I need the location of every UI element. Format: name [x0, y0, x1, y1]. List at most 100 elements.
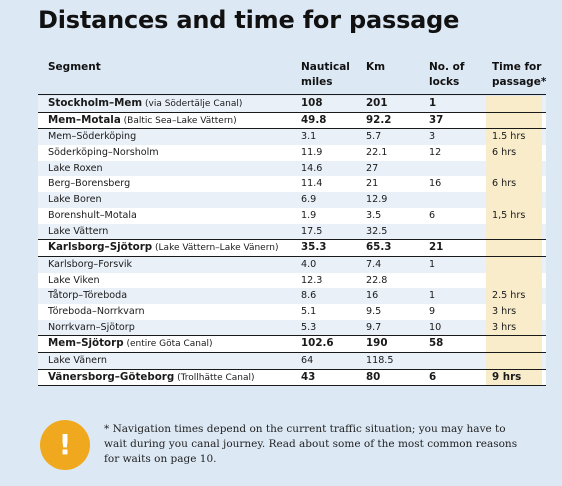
table-row: Lake Boren 6.9 12.9	[38, 192, 546, 208]
time-cell: 2.5 hrs	[486, 288, 542, 304]
table-row: Mem–Söderköping 3.1 5.7 3 1.5 hrs	[38, 129, 546, 146]
nautical-miles-cell: 11.9	[301, 147, 323, 159]
segment-cell: Stockholm–Mem (via Södertälje Canal)	[48, 96, 242, 113]
km-cell: 92.2	[366, 113, 392, 126]
nautical-miles-cell: 4.0	[301, 258, 317, 270]
locks-cell: 37	[429, 113, 444, 126]
header-locks: No. of locks	[429, 61, 465, 88]
segment-cell: Mem–Sjötorp (entire Göta Canal)	[48, 336, 213, 353]
segment-cell: Söderköping–Norsholm	[48, 145, 159, 161]
segment-cell: Vänersborg–Göteborg (Trollhätte Canal)	[48, 370, 255, 387]
segment-name: Mem–Motala	[48, 113, 121, 126]
nautical-miles-cell: 6.9	[301, 194, 317, 206]
table-row: Berg–Borensberg 11.4 21 16 6 hrs	[38, 176, 546, 193]
time-cell: 6 hrs	[486, 176, 542, 193]
nautical-miles-cell: 49.8	[301, 113, 327, 126]
header-km: Km	[366, 61, 386, 73]
segment-cell: Lake Viken	[48, 273, 100, 289]
time-cell: 1.5 hrs	[486, 129, 542, 146]
segment-cell: Lake Vänern	[48, 353, 107, 369]
km-cell: 118.5	[366, 355, 394, 366]
locks-cell: 21	[429, 241, 444, 254]
time-cell	[486, 240, 542, 256]
segment-cell: Lake Boren	[48, 192, 102, 208]
segment-cell: Karlsborg–Forsvik	[48, 257, 132, 273]
time-cell: 3 hrs	[486, 319, 542, 336]
time-cell: 3 hrs	[486, 303, 542, 320]
segment-cell: Karlsborg–Sjötorp (Lake Vättern–Lake Vän…	[48, 240, 278, 257]
segment-name: Tåtorp–Töreboda	[48, 290, 128, 302]
time-cell	[486, 272, 542, 289]
nautical-miles-cell: 11.4	[301, 178, 323, 190]
table-row: Norrkvarn–Sjötorp 5.3 9.7 10 3 hrs	[38, 319, 546, 337]
km-cell: 5.7	[366, 131, 382, 143]
time-cell	[486, 223, 542, 240]
table-row: Lake Vättern 17.5 32.5	[38, 223, 546, 241]
segment-name: Lake Viken	[48, 274, 100, 286]
time-cell: 9 hrs	[486, 369, 542, 386]
segment-cell: Norrkvarn–Sjötorp	[48, 320, 135, 336]
locks-cell: 16	[429, 178, 442, 190]
segment-cell: Mem–Söderköping	[48, 129, 136, 145]
nautical-miles-cell: 5.1	[301, 305, 317, 317]
time-cell	[486, 96, 542, 112]
table-row: Lake Vänern 64 118.5	[38, 353, 546, 370]
header-divider	[38, 94, 546, 95]
km-cell: 12.9	[366, 194, 388, 206]
km-cell: 21	[366, 178, 379, 190]
time-cell	[486, 112, 542, 129]
segment-name: Mem–Sjötorp	[48, 337, 124, 350]
segment-name: Lake Vättern	[48, 225, 109, 237]
segment-cell: Tåtorp–Töreboda	[48, 288, 127, 304]
page-title: Distances and time for passage	[38, 6, 460, 34]
nautical-miles-cell: 14.6	[301, 162, 323, 174]
nautical-miles-cell: 17.5	[301, 225, 323, 237]
segment-note: (Lake Vättern–Lake Vänern)	[152, 243, 279, 254]
km-cell: 9.7	[366, 321, 382, 333]
table-row: Tåtorp–Töreboda 8.6 16 1 2.5 hrs	[38, 288, 546, 304]
segment-cell: Lake Vättern	[48, 224, 108, 240]
locks-cell: 1	[429, 258, 436, 270]
km-cell: 9.5	[366, 305, 382, 317]
table-row: Töreboda–Norrkvarn 5.1 9.5 9 3 hrs	[38, 303, 546, 320]
locks-cell: 1	[429, 97, 437, 109]
km-cell: 22.1	[366, 147, 388, 159]
nautical-miles-cell: 8.6	[301, 290, 317, 302]
time-cell	[486, 160, 542, 177]
locks-cell: 6	[429, 370, 437, 383]
segment-name: Karlsborg–Sjötorp	[48, 241, 153, 254]
segment-cell: Lake Roxen	[48, 161, 103, 177]
segment-name: Lake Roxen	[48, 162, 103, 174]
nautical-miles-cell: 43	[301, 370, 316, 383]
table-row: Söderköping–Norsholm 11.9 22.1 12 6 hrs	[38, 145, 546, 161]
table-row: Mem–Motala (Baltic Sea–Lake Vättern) 49.8…	[38, 112, 546, 130]
segment-name: Söderköping–Norsholm	[48, 147, 159, 159]
segment-cell: Berg–Borensberg	[48, 176, 130, 192]
nautical-miles-cell: 35.3	[301, 241, 327, 254]
time-cell	[486, 353, 542, 369]
table-body: Stockholm–Mem (via Södertälje Canal) 108 2…	[38, 96, 546, 387]
table-row: Borenshult–Motala 1.9 3.5 6 1,5 hrs	[38, 207, 546, 224]
warning-icon: !	[40, 420, 90, 470]
segment-cell: Mem–Motala (Baltic Sea–Lake Vättern)	[48, 113, 237, 130]
km-cell: 190	[366, 337, 388, 350]
time-cell	[486, 256, 542, 273]
table-row: Lake Roxen 14.6 27	[38, 160, 546, 177]
footnote: * Navigation times depend on the current…	[104, 423, 518, 465]
segment-name: Lake Boren	[48, 194, 102, 206]
time-cell: 1,5 hrs	[486, 207, 542, 224]
nautical-miles-cell: 102.6	[301, 337, 334, 350]
time-cell: 6 hrs	[486, 145, 542, 161]
segment-note: (Trollhätte Canal)	[174, 372, 255, 383]
table-header: Segment Nautical miles Km No. of locks T…	[38, 60, 546, 94]
segment-cell: Borenshult–Motala	[48, 208, 137, 224]
segment-note: (via Södertälje Canal)	[142, 99, 243, 109]
segment-name: Töreboda–Norrkvarn	[48, 305, 145, 317]
segment-name: Norrkvarn–Sjötorp	[48, 321, 135, 333]
nautical-miles-cell: 5.3	[301, 321, 317, 333]
km-cell: 22.8	[366, 274, 388, 286]
km-cell: 32.5	[366, 225, 388, 237]
segment-note: (entire Göta Canal)	[123, 339, 213, 350]
segment-name: Karlsborg–Forsvik	[48, 258, 133, 270]
nautical-miles-cell: 12.3	[301, 274, 323, 286]
